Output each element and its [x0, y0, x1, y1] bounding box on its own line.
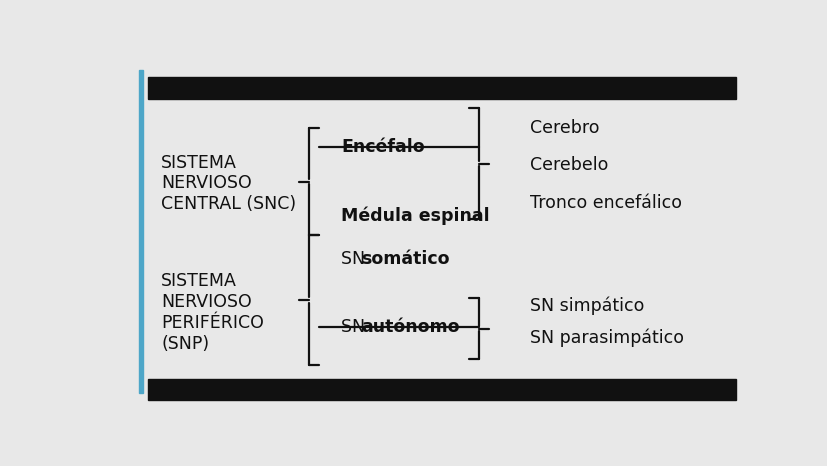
Text: Encéfalo: Encéfalo	[341, 138, 424, 157]
Bar	[148, 77, 734, 99]
Text: SN simpático: SN simpático	[529, 296, 644, 315]
Text: SISTEMA
NERVIOSO
CENTRAL (SNC): SISTEMA NERVIOSO CENTRAL (SNC)	[161, 153, 296, 213]
Text: SN: SN	[341, 250, 370, 267]
Text: SN parasimpático: SN parasimpático	[529, 329, 683, 347]
Text: Cerebro: Cerebro	[529, 119, 599, 137]
Text: Médula espinal: Médula espinal	[341, 206, 489, 225]
Text: Cerebelo: Cerebelo	[529, 157, 608, 174]
Bar	[139, 70, 142, 393]
Text: autónomo: autónomo	[361, 318, 460, 336]
Bar	[148, 379, 734, 400]
Text: Tronco encefálico: Tronco encefálico	[529, 194, 681, 212]
Text: SISTEMA
NERVIOSO
PERIFÉRICO
(SNP): SISTEMA NERVIOSO PERIFÉRICO (SNP)	[161, 272, 264, 353]
Text: somático: somático	[361, 250, 449, 267]
Text: SN: SN	[341, 318, 370, 336]
